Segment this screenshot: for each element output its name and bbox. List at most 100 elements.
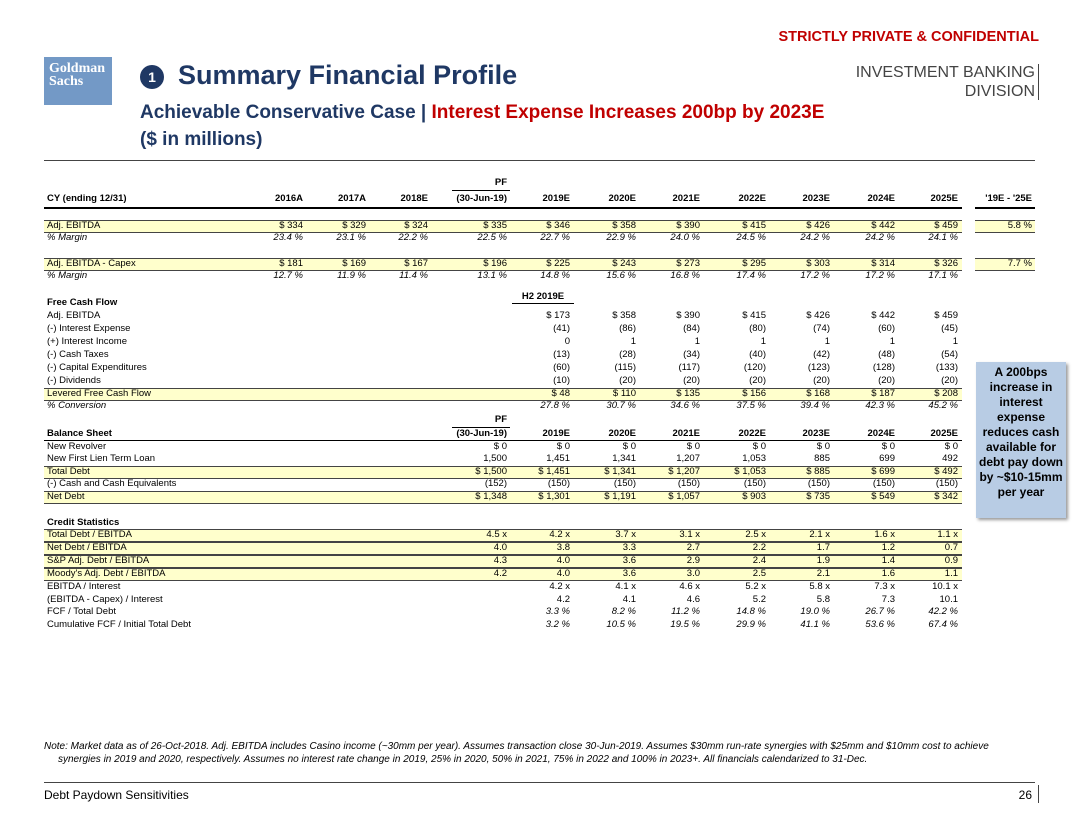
units: ($ in millions) — [140, 129, 263, 150]
cell: (40) — [749, 349, 766, 360]
cell: (60) — [878, 323, 895, 334]
cell: $ 390 — [676, 220, 700, 231]
cell: 5.8 — [816, 594, 830, 605]
cell: (86) — [619, 323, 636, 334]
row-label: % Margin — [47, 270, 88, 281]
cell: (152) — [484, 478, 507, 489]
cell: 17.4 % — [736, 270, 766, 281]
cell: $ 442 — [871, 310, 895, 321]
cell: $ 48 — [551, 388, 571, 399]
highlight — [44, 529, 962, 542]
cell: $ 0 — [493, 441, 507, 452]
row-label: Moody's Adj. Debt / EBITDA — [47, 568, 166, 579]
cell: $ 0 — [816, 441, 830, 452]
cell: 2022E — [738, 193, 766, 204]
cell: $ 0 — [622, 441, 636, 452]
cell: 1.2 — [881, 542, 895, 553]
cell: 2.4 — [752, 555, 766, 566]
cell: (123) — [807, 362, 830, 373]
cell: (42) — [813, 349, 830, 360]
highlight — [44, 220, 962, 233]
cell: (20) — [878, 375, 895, 386]
row-label: S&P Adj. Debt / EBITDA — [47, 555, 150, 566]
row-label: (-) Capital Expenditures — [47, 362, 147, 373]
cell: 23.1 % — [336, 232, 366, 243]
cell: 5.8 % — [1007, 220, 1032, 231]
cell: $ 303 — [806, 258, 830, 269]
cell: 24.5 % — [736, 232, 766, 243]
cell: $ 324 — [404, 220, 428, 231]
division-line: INVESTMENT BANKING — [855, 64, 1035, 81]
cell: 2019E — [542, 193, 570, 204]
cell: $ 187 — [871, 388, 895, 399]
cell: 3.1 x — [679, 529, 700, 540]
row-label: % Margin — [47, 232, 88, 243]
confidential: STRICTLY PRIVATE & CONFIDENTIAL — [778, 29, 1039, 45]
cell: 4.2 — [556, 594, 570, 605]
row-label: (+) Interest Income — [47, 336, 127, 347]
cell: (150) — [547, 478, 570, 489]
highlight — [975, 258, 1035, 271]
cell: $ 342 — [934, 491, 958, 502]
cell: (115) — [614, 362, 636, 373]
cell: 11.4 % — [399, 270, 428, 281]
note: Note: Market data as of 26-Oct-2018. Adj… — [44, 740, 1019, 766]
cell: $ 329 — [342, 220, 366, 231]
row-label: (EBITDA - Capex) / Interest — [47, 594, 163, 605]
cell: 885 — [814, 453, 830, 464]
cell: 11.2 % — [671, 606, 700, 617]
cell: $ 295 — [742, 258, 766, 269]
cell: $ 314 — [871, 258, 895, 269]
highlight — [975, 220, 1035, 233]
cell: (28) — [619, 349, 636, 360]
cell: $ 0 — [944, 441, 958, 452]
cell: $ 335 — [483, 220, 507, 231]
cell: 22.7 % — [540, 232, 570, 243]
cell: $ 885 — [806, 466, 830, 477]
cell: $ 243 — [612, 258, 636, 269]
cell: $ 903 — [742, 491, 766, 502]
cell: $ 346 — [546, 220, 570, 231]
cell: 45.2 % — [928, 400, 958, 411]
cell: 42.3 % — [865, 400, 895, 411]
cell: 2019E — [542, 428, 570, 439]
cell: 1.6 x — [874, 529, 895, 540]
cell: (10) — [553, 375, 570, 386]
cell: 2020E — [608, 428, 636, 439]
cell: (150) — [677, 478, 700, 489]
cell: 3.0 — [686, 568, 700, 579]
title: Summary Financial Profile — [178, 60, 518, 90]
cell: 2016A — [275, 193, 303, 204]
logo-text: Sachs — [49, 74, 84, 89]
cell: 3.3 — [622, 542, 636, 553]
cell: $ 168 — [806, 388, 830, 399]
cell: (48) — [878, 349, 895, 360]
cell: $ 699 — [871, 466, 895, 477]
cell: 2.1 x — [809, 529, 830, 540]
cell: $ 326 — [934, 258, 958, 269]
cell: 11.9 % — [337, 270, 366, 281]
cell: 7.3 — [881, 594, 895, 605]
rule — [452, 190, 510, 191]
cell: 3.8 — [556, 542, 570, 553]
row-label: (-) Dividends — [47, 375, 101, 386]
cell: 4.2 x — [549, 581, 570, 592]
cell: 4.6 x — [679, 581, 700, 592]
cell: 3.2 % — [545, 619, 570, 630]
cell: (30-Jun-19) — [456, 428, 507, 439]
cell: 3.7 x — [615, 529, 636, 540]
cell: 1 — [694, 336, 700, 347]
row-label: % Conversion — [47, 400, 107, 411]
cell: $ 492 — [934, 466, 958, 477]
cell: 24.2 % — [800, 232, 830, 243]
cell: 1,053 — [742, 453, 766, 464]
cell: 2018E — [400, 193, 428, 204]
cell: $ 196 — [483, 258, 507, 269]
highlight — [44, 388, 962, 401]
cell: 1,500 — [483, 453, 507, 464]
cell: 1 — [889, 336, 895, 347]
cell: '19E - '25E — [985, 193, 1032, 204]
cell: 2022E — [738, 428, 766, 439]
cell: $ 225 — [546, 258, 570, 269]
cell: 5.2 x — [745, 581, 766, 592]
